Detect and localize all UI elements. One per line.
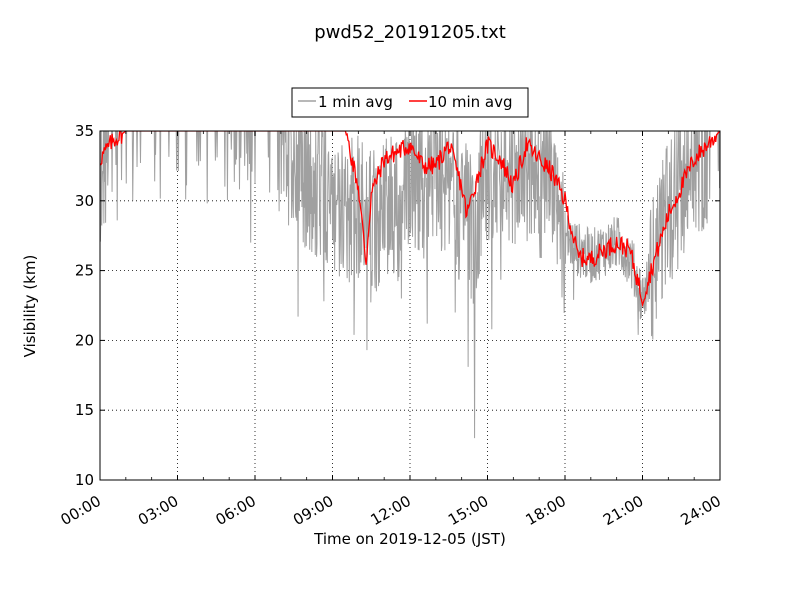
legend-box xyxy=(291,87,529,118)
series-1min-avg xyxy=(100,131,720,439)
x-tick-label: 06:00 xyxy=(213,492,259,529)
x-tick-label: 15:00 xyxy=(445,492,491,529)
series-10min-avg xyxy=(100,131,720,308)
x-tick-label: 12:00 xyxy=(368,492,414,529)
legend: 1 min avg 10 min avg xyxy=(291,87,529,118)
grid-lines xyxy=(100,131,720,480)
x-tick-label: 03:00 xyxy=(135,492,181,529)
y-tick-label: 15 xyxy=(75,401,94,419)
y-axis-label: Visibility (km) xyxy=(21,255,39,358)
chart-title: pwd52_20191205.txt xyxy=(314,22,506,43)
y-axis-ticks: 10 15 20 25 30 35 xyxy=(75,122,720,489)
x-tick-label: 24:00 xyxy=(678,492,724,529)
legend-label-1min: 1 min avg xyxy=(318,93,393,111)
y-tick-label: 10 xyxy=(75,471,94,489)
x-tick-label: 00:00 xyxy=(58,492,104,529)
x-tick-label: 09:00 xyxy=(290,492,336,529)
legend-label-10min: 10 min avg xyxy=(428,93,513,111)
y-tick-label: 30 xyxy=(75,192,94,210)
x-axis-label: Time on 2019-12-05 (JST) xyxy=(313,530,506,548)
x-tick-label: 18:00 xyxy=(523,492,569,529)
y-tick-label: 35 xyxy=(75,122,94,140)
series-1min-line xyxy=(100,131,720,439)
y-tick-label: 25 xyxy=(75,262,94,280)
x-tick-label: 21:00 xyxy=(600,492,646,529)
y-tick-label: 20 xyxy=(75,331,94,349)
